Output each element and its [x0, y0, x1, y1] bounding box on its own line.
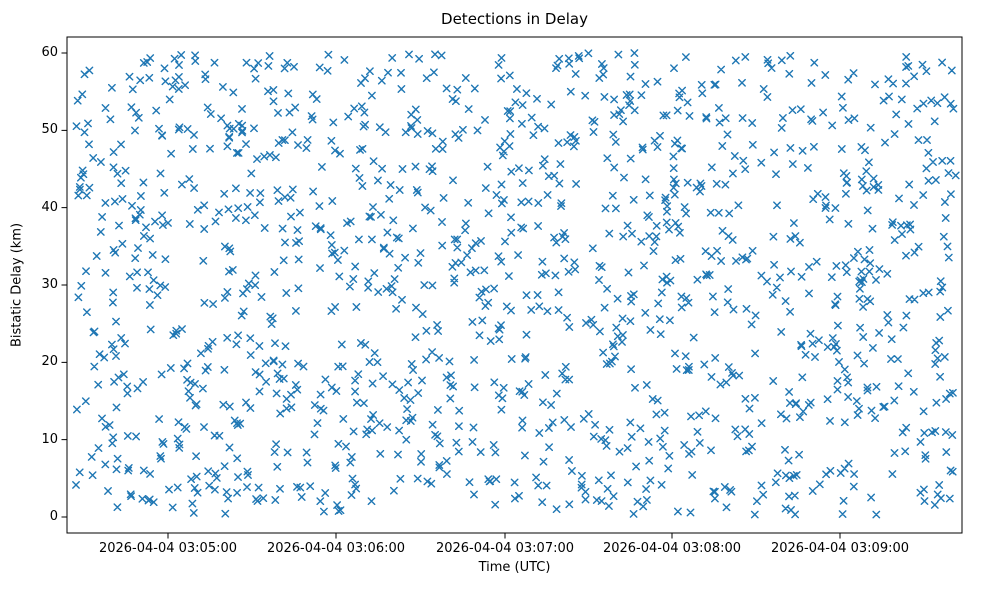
x-tick-label: 2026-04-04 03:05:00: [98, 541, 238, 556]
chart-title: Detections in Delay: [441, 10, 588, 28]
axes-spines: [66, 36, 963, 534]
y-tick-label: 20: [41, 354, 58, 369]
x-tick-label: 2026-04-04 03:06:00: [266, 541, 406, 556]
y-tick-label: 50: [41, 122, 58, 137]
y-tick-label: 30: [41, 277, 58, 292]
y-tick-label: 40: [41, 200, 58, 215]
x-tick-label: 2026-04-04 03:08:00: [602, 541, 742, 556]
y-tick-label: 60: [41, 45, 58, 60]
x-tick-label: 2026-04-04 03:09:00: [770, 541, 910, 556]
x-axis-label: Time (UTC): [478, 560, 551, 575]
y-tick-label: 10: [41, 432, 58, 447]
x-tick-label: 2026-04-04 03:07:00: [435, 541, 575, 556]
y-tick-label: 0: [49, 509, 58, 524]
scatter-points: [72, 49, 960, 519]
tick-marks: [61, 52, 841, 539]
